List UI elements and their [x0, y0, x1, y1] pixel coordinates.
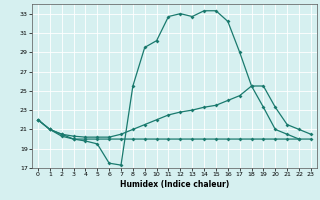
X-axis label: Humidex (Indice chaleur): Humidex (Indice chaleur)	[120, 180, 229, 189]
